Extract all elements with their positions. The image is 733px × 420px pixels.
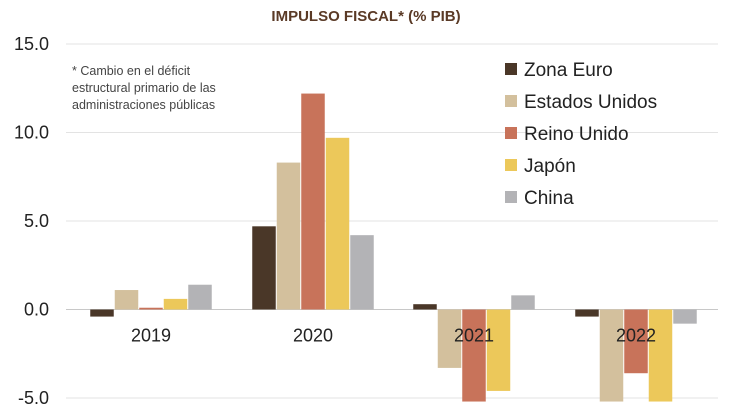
bar <box>648 309 673 402</box>
legend-swatch <box>505 63 517 75</box>
bar <box>276 162 301 310</box>
bar <box>114 290 139 310</box>
bar <box>575 309 599 317</box>
legend-label: China <box>524 188 574 209</box>
chart-title: IMPULSO FISCAL* (% PIB) <box>271 8 460 25</box>
bar <box>90 309 114 317</box>
bars <box>90 93 697 402</box>
legend-label: Japón <box>524 156 576 177</box>
bar <box>301 93 325 310</box>
y-tick-label: 0.0 <box>24 300 49 320</box>
bar <box>673 309 697 324</box>
bar <box>350 235 374 310</box>
bar <box>599 309 624 402</box>
y-tick-label: 5.0 <box>24 211 49 231</box>
bar <box>139 307 163 310</box>
y-tick-label: 15.0 <box>14 34 49 54</box>
x-tick-label: 2019 <box>131 326 171 346</box>
bar <box>163 298 188 310</box>
x-tick-label: 2022 <box>616 326 656 346</box>
x-tick-label: 2021 <box>454 326 494 346</box>
x-axis: 2019 2020 2021 2022 <box>131 326 656 346</box>
bar <box>437 309 462 368</box>
bar <box>624 309 648 374</box>
legend-swatch <box>505 95 517 107</box>
bar <box>325 137 350 310</box>
legend-label: Estados Unidos <box>524 92 657 113</box>
legend: Zona Euro Estados Unidos Reino Unido Japón C… <box>505 60 657 209</box>
bar <box>486 309 511 391</box>
note-line-2: estructural primario de las <box>72 81 216 95</box>
y-axis: 15.0 10.0 5.0 0.0 -5.0 <box>14 34 49 408</box>
y-tick-label: -5.0 <box>18 388 49 408</box>
legend-swatch <box>505 127 517 139</box>
bar <box>252 226 276 310</box>
bar <box>188 284 212 310</box>
y-tick-label: 10.0 <box>14 123 49 143</box>
legend-swatch <box>505 191 517 203</box>
bar <box>413 304 437 310</box>
footnote: * Cambio en el déficit estructural prima… <box>72 64 216 112</box>
note-line-1: * Cambio en el déficit <box>72 64 191 78</box>
legend-label: Reino Unido <box>524 124 629 145</box>
legend-label: Zona Euro <box>524 60 613 81</box>
bar <box>511 295 535 310</box>
legend-swatch <box>505 159 517 171</box>
note-line-3: administraciones públicas <box>72 98 215 112</box>
bar <box>462 309 486 402</box>
x-tick-label: 2020 <box>293 326 333 346</box>
